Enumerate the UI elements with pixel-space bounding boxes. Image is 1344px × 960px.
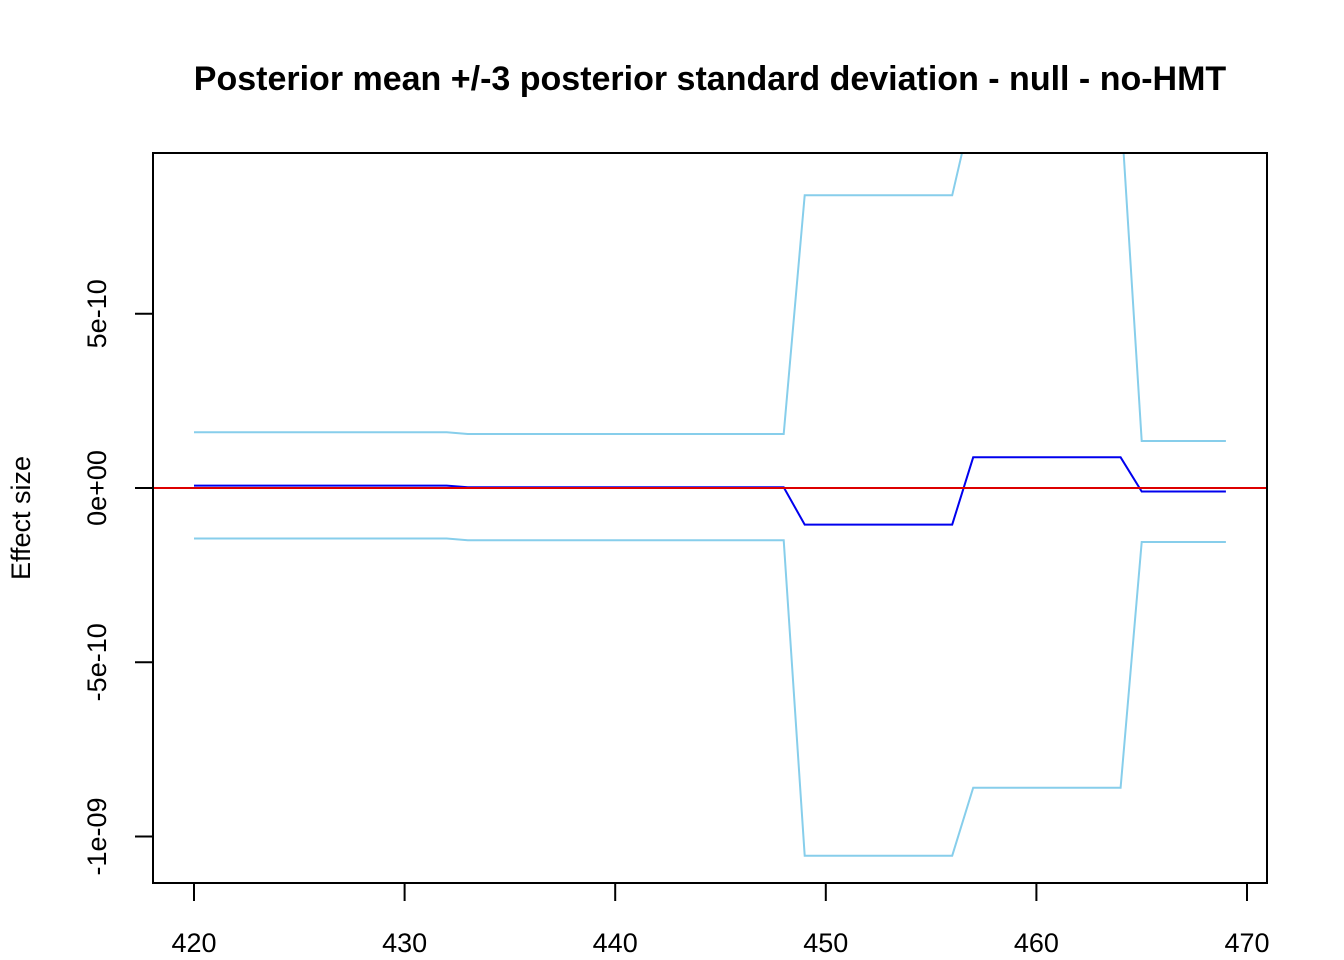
x-tick-label: 460 xyxy=(1014,928,1059,958)
y-tick-label: -5e-10 xyxy=(82,623,112,701)
x-tick-label: 440 xyxy=(593,928,638,958)
y-axis: -1e-09 -5e-10 0e+00 5e-10 xyxy=(82,279,154,876)
x-tick-label: 430 xyxy=(382,928,427,958)
y-tick-label: -1e-09 xyxy=(82,797,112,875)
plot-area xyxy=(153,153,1267,857)
series-line-upper xyxy=(194,153,1226,442)
y-tick-label: 5e-10 xyxy=(82,279,112,348)
series-line-lower xyxy=(194,537,1226,857)
chart-title: Posterior mean +/-3 posterior standard d… xyxy=(194,60,1227,98)
x-tick-label: 420 xyxy=(171,928,216,958)
y-axis-title: Effect size xyxy=(6,456,36,580)
x-axis: 420 430 440 450 460 470 xyxy=(171,882,1270,958)
y-tick-label: 0e+00 xyxy=(82,450,112,526)
x-tick-label: 470 xyxy=(1224,928,1269,958)
x-tick-label: 450 xyxy=(803,928,848,958)
plot-frame xyxy=(152,152,1268,884)
series-line-mean xyxy=(194,456,1226,526)
